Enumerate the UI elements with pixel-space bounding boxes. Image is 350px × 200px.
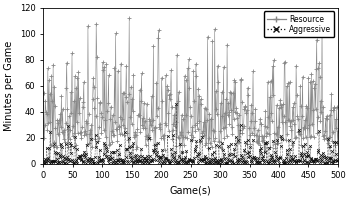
- Aggressive: [42, 162, 46, 164]
- X-axis label: Game(s): Game(s): [170, 186, 211, 196]
- Aggressive: [284, 157, 288, 159]
- Aggressive: [182, 158, 186, 160]
- Aggressive: [174, 103, 179, 105]
- Resource: [127, 17, 131, 19]
- Resource: [42, 92, 46, 94]
- Aggressive: [330, 150, 334, 152]
- Resource: [284, 139, 288, 141]
- Line: Resource: Resource: [42, 16, 340, 154]
- Line: Aggressive: Aggressive: [42, 102, 340, 164]
- Aggressive: [184, 161, 188, 163]
- Resource: [201, 121, 205, 123]
- Resource: [182, 144, 186, 146]
- Legend: Resource, Aggressive: Resource, Aggressive: [264, 11, 334, 37]
- Resource: [217, 139, 222, 142]
- Resource: [330, 140, 334, 142]
- Aggressive: [201, 158, 205, 161]
- Resource: [184, 79, 188, 82]
- Resource: [262, 151, 266, 154]
- Aggressive: [336, 158, 340, 161]
- Aggressive: [217, 159, 222, 162]
- Aggressive: [277, 162, 281, 164]
- Y-axis label: Minutes per Game: Minutes per Game: [4, 41, 14, 131]
- Resource: [336, 129, 340, 132]
